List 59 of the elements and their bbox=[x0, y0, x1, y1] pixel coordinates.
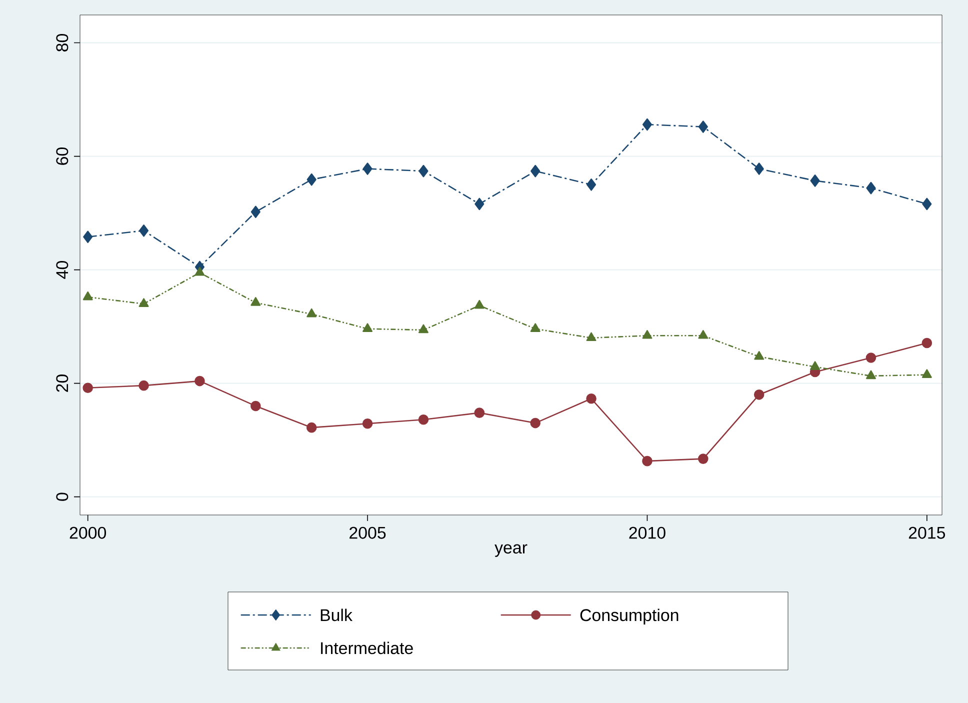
point bbox=[698, 120, 708, 133]
point bbox=[474, 408, 485, 418]
legend-label: Bulk bbox=[320, 608, 352, 622]
x-axis-title: year bbox=[494, 544, 528, 557]
x-tick-label: 2005 bbox=[350, 526, 386, 539]
point bbox=[530, 418, 540, 428]
point bbox=[418, 324, 428, 334]
x-tick-label: 2000 bbox=[70, 526, 106, 539]
point bbox=[194, 266, 205, 276]
point bbox=[922, 198, 932, 210]
point bbox=[362, 323, 373, 332]
point bbox=[306, 422, 317, 433]
point bbox=[754, 350, 764, 360]
point bbox=[530, 164, 540, 178]
point bbox=[194, 376, 205, 386]
legend-label: Intermediate bbox=[321, 642, 413, 654]
point bbox=[922, 338, 932, 348]
point bbox=[866, 370, 876, 380]
point bbox=[474, 198, 484, 210]
point bbox=[418, 164, 428, 178]
point bbox=[250, 400, 261, 412]
point bbox=[810, 361, 820, 370]
y-tick-label: 80 bbox=[56, 34, 68, 52]
x-tick-label: 2015 bbox=[908, 526, 946, 539]
point bbox=[139, 224, 149, 237]
point bbox=[866, 352, 876, 363]
point bbox=[474, 300, 484, 309]
point bbox=[418, 414, 429, 425]
point bbox=[83, 230, 93, 244]
point bbox=[586, 393, 596, 404]
point bbox=[698, 330, 708, 339]
y-tick-label: 0 bbox=[56, 492, 68, 501]
point bbox=[754, 390, 764, 400]
point bbox=[250, 206, 260, 218]
y-tick-label: 40 bbox=[56, 261, 68, 279]
point bbox=[306, 173, 316, 186]
y-tick-label: 60 bbox=[56, 148, 68, 165]
y-tick-label: 20 bbox=[56, 374, 68, 392]
point bbox=[642, 118, 652, 131]
point bbox=[530, 323, 540, 332]
point bbox=[754, 162, 764, 175]
legend-label: Consumption bbox=[580, 608, 678, 624]
point bbox=[698, 454, 708, 464]
point bbox=[138, 298, 149, 308]
point bbox=[642, 456, 652, 466]
point bbox=[642, 330, 652, 339]
point bbox=[250, 297, 261, 306]
point bbox=[138, 380, 149, 391]
point bbox=[82, 291, 93, 300]
point bbox=[866, 182, 876, 194]
point bbox=[362, 162, 372, 175]
point bbox=[586, 178, 596, 191]
point bbox=[922, 369, 932, 378]
point bbox=[306, 308, 317, 318]
point bbox=[362, 418, 373, 429]
point bbox=[82, 382, 93, 393]
point bbox=[810, 174, 820, 187]
x-tick-label: 2010 bbox=[629, 526, 666, 539]
point bbox=[586, 332, 596, 342]
